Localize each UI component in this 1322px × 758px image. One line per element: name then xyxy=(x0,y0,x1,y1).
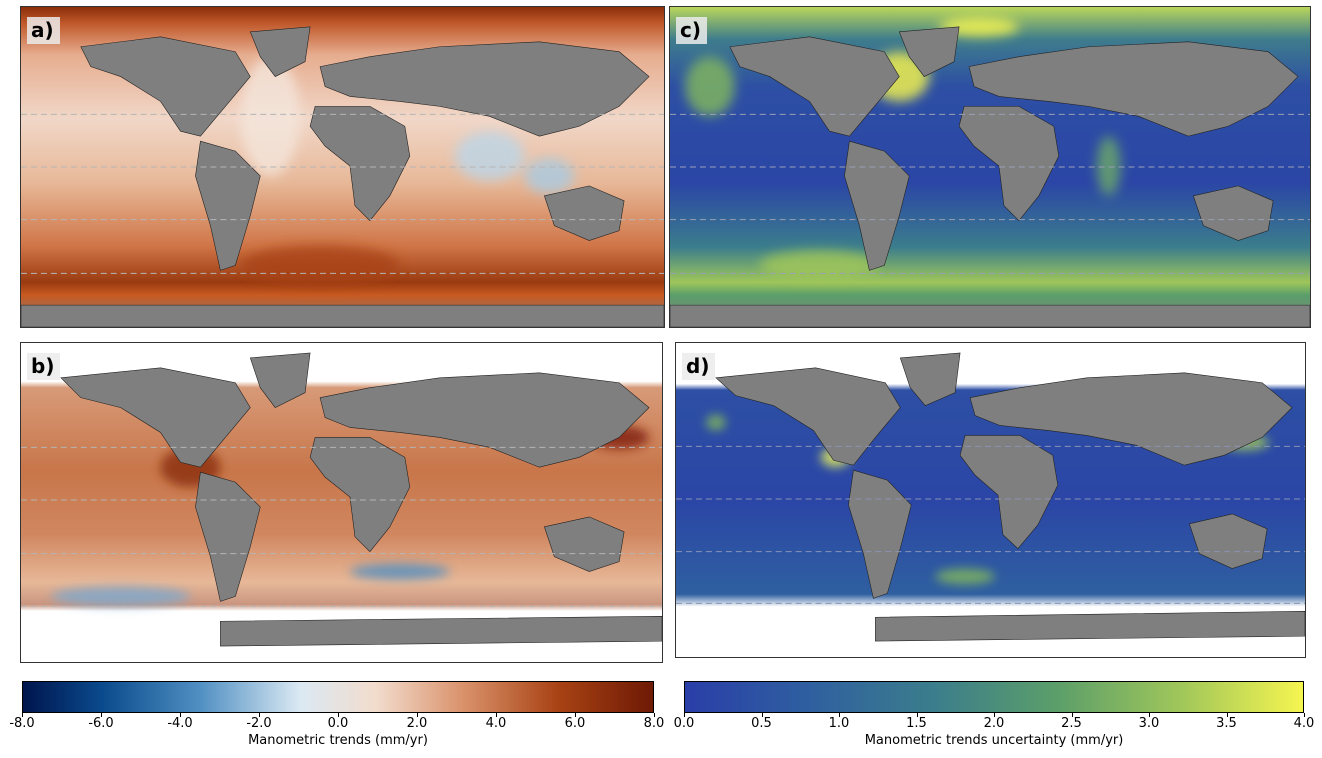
map-panel-a: a) xyxy=(20,6,665,328)
colorbar-left xyxy=(22,681,654,713)
colorbar-right-tick-label: 3.5 xyxy=(1216,716,1237,731)
colorbar-left-tickmark xyxy=(101,713,102,717)
colorbar-right-tick-label: 4.0 xyxy=(1293,716,1315,731)
map-c-svg xyxy=(670,7,1310,327)
colorbar-right-tick-label: 2.0 xyxy=(983,716,1005,731)
colorbar-left-label: Manometric trends (mm/yr) xyxy=(248,733,428,748)
anomaly-dark-a4 xyxy=(240,245,400,286)
colorbar-right-tick-label: 1.0 xyxy=(828,716,850,731)
anomaly-blue-a2 xyxy=(524,158,575,194)
colorbar-left-tickmark xyxy=(180,713,181,717)
colorbar-right-tickmark xyxy=(1071,713,1073,717)
colorbar-left-tickmark xyxy=(496,713,497,717)
colorbar-left-tick-label: 6.0 xyxy=(564,716,586,731)
colorbar-right-tick-label: 1.5 xyxy=(906,716,927,731)
colorbar-right-tickmark xyxy=(839,713,840,717)
land-d xyxy=(715,352,1305,642)
colorbar-left-tickmark xyxy=(22,713,23,717)
panel-label-c: c) xyxy=(676,17,707,44)
map-panel-c: c) xyxy=(669,6,1311,328)
colorbar-right-label: Manometric trends uncertainty (mm/yr) xyxy=(864,733,1124,748)
anomaly-blue-b2 xyxy=(349,563,450,580)
colorbar-left-tick-label: -6.0 xyxy=(88,716,114,731)
colorbar-left-tick-label: -2.0 xyxy=(246,716,272,731)
colorbar-left-tick-label: 8.0 xyxy=(643,716,665,731)
colorbar-left-tick-label: -4.0 xyxy=(167,716,193,731)
panel-label-d: d) xyxy=(682,353,716,380)
land-c xyxy=(670,26,1310,327)
colorbar-left-tick-label: 2.0 xyxy=(406,716,428,731)
colorbar-right xyxy=(684,681,1304,713)
land-b xyxy=(60,352,662,647)
map-b-svg xyxy=(21,343,662,662)
colorbar-left-tick-label: 4.0 xyxy=(485,716,507,731)
anomaly-green-d4 xyxy=(705,414,726,431)
colorbar-right-tick-label: 2.5 xyxy=(1061,716,1082,731)
colorbar-right-tickmark xyxy=(761,713,763,717)
panel-label-b: b) xyxy=(27,353,61,380)
colorbar-right-tick-label: 0.0 xyxy=(673,716,695,731)
map-panel-d: d) xyxy=(675,342,1306,658)
anomaly-green-c5 xyxy=(1096,136,1121,196)
colorbar-right-tickmark xyxy=(916,713,918,717)
colorbar-right-tick-label: 0.5 xyxy=(751,716,772,731)
panel-label-a: a) xyxy=(27,17,60,44)
anomaly-green-d3 xyxy=(935,568,995,585)
colorbar-right-tickmark xyxy=(1226,713,1228,717)
map-panel-b: b) xyxy=(20,342,663,663)
colorbar-right-tickmark xyxy=(994,713,995,717)
map-d-svg xyxy=(676,343,1305,657)
anomaly-green-c3 xyxy=(684,56,735,117)
colorbar-left-tickmark xyxy=(654,713,655,717)
colorbar-left-tick-label: 0.0 xyxy=(327,716,349,731)
colorbar-right-tick-label: 3.0 xyxy=(1138,716,1160,731)
colorbar-left-tickmark xyxy=(575,713,576,717)
anomaly-green-c4 xyxy=(759,250,880,281)
land-a xyxy=(21,26,664,327)
colorbar-left-tickmark xyxy=(417,713,418,717)
colorbar-left-tick-label: -8.0 xyxy=(9,716,35,731)
colorbar-right-tickmark xyxy=(684,713,685,717)
colorbar-left-tickmark xyxy=(338,713,339,717)
colorbar-left-tickmark xyxy=(259,713,260,717)
anomaly-light-a3 xyxy=(240,56,301,176)
colorbar-right-tickmark xyxy=(1149,713,1150,717)
anomaly-yellow-c2 xyxy=(939,16,1019,37)
colorbar-right-tickmark xyxy=(1304,713,1305,717)
anomaly-blue-a1 xyxy=(454,131,525,181)
map-a-svg xyxy=(21,7,664,327)
anomaly-blue-b1 xyxy=(50,586,191,607)
